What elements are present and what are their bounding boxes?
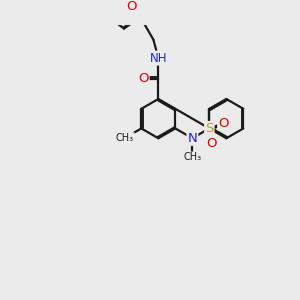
Text: O: O [207,137,217,150]
Text: NH: NH [150,52,167,64]
Text: O: O [126,0,137,13]
Text: CH₃: CH₃ [116,133,134,143]
Text: O: O [138,72,148,85]
Text: S: S [205,122,214,135]
Text: CH₃: CH₃ [183,152,201,162]
Text: O: O [218,117,229,130]
Text: N: N [188,132,197,145]
